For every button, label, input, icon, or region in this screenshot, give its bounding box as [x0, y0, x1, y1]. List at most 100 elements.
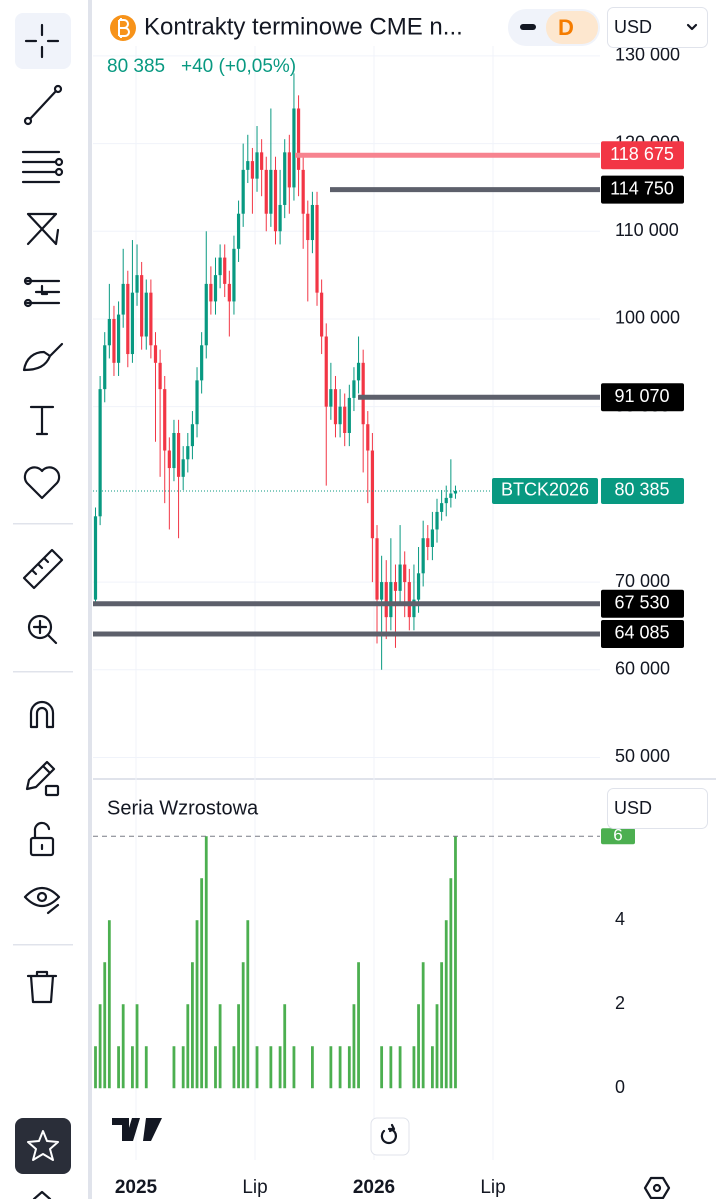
toolbar-separator — [88, 0, 92, 1199]
candle-body — [126, 283, 130, 355]
indicator-title: Seria Wzrostowa — [107, 797, 259, 819]
y-tick-label: 70 000 — [615, 571, 670, 591]
ruler-icon[interactable] — [22, 548, 64, 590]
candle-body — [209, 283, 213, 302]
toolbar-bg — [0, 0, 88, 1199]
candle-body — [324, 336, 328, 407]
magnet-icon[interactable] — [29, 700, 55, 729]
unlock-icon[interactable] — [29, 836, 55, 857]
indicator-currency-box[interactable] — [607, 788, 708, 829]
candle-body — [333, 389, 338, 425]
tv-logo — [112, 1118, 162, 1141]
candle-body — [407, 582, 411, 618]
zoom-icon-plus — [32, 619, 58, 645]
eye-icon[interactable] — [23, 886, 61, 908]
bar — [283, 1004, 287, 1089]
last-value-label: 6 — [613, 826, 622, 845]
pattern-icon[interactable] — [26, 212, 60, 246]
header: Kontrakty terminowe CME n... D USD 80 38… — [93, 0, 716, 77]
candle-body — [103, 345, 107, 390]
candle-body — [232, 248, 236, 302]
candle-body — [200, 345, 204, 381]
candle-body — [163, 389, 167, 451]
bar — [121, 1004, 125, 1089]
price-line-box — [601, 175, 684, 204]
star-icon — [27, 1130, 59, 1161]
bar — [131, 1046, 134, 1089]
marks-layer — [93, 73, 600, 1089]
bar — [444, 920, 448, 1089]
candle-body — [315, 204, 319, 293]
y-tick-label: 50 000 — [615, 746, 670, 766]
favorite-icon[interactable] — [23, 466, 61, 500]
forecast-icon[interactable] — [25, 279, 61, 305]
candle-body — [393, 582, 398, 591]
candle-body — [389, 582, 393, 618]
candle-body — [190, 424, 195, 447]
price-label-box — [601, 477, 684, 504]
indicator-currency[interactable]: USD — [614, 798, 652, 818]
candle-body — [250, 161, 255, 179]
candle-body — [149, 292, 153, 346]
brush-icon[interactable] — [22, 342, 64, 372]
candle-body — [403, 564, 407, 583]
reset-button[interactable] — [370, 1117, 410, 1156]
bar — [412, 1046, 416, 1089]
interval-label[interactable]: D — [558, 15, 574, 40]
bar — [338, 1046, 342, 1089]
candle-body — [338, 406, 342, 425]
favorites-button[interactable] — [15, 1118, 71, 1174]
fib-icon[interactable] — [21, 150, 61, 184]
settings-icon[interactable] — [643, 1176, 671, 1199]
lock-drawing-icon[interactable] — [25, 760, 56, 791]
candle-body — [356, 362, 361, 381]
y-tick-label: 100 000 — [615, 308, 680, 328]
candle-body — [167, 450, 171, 469]
candle-body — [283, 152, 287, 205]
candle-body — [453, 490, 458, 494]
trash-icon[interactable] — [26, 970, 58, 1004]
crosshair-icon[interactable] — [24, 23, 60, 59]
bar — [435, 1004, 439, 1089]
bar — [144, 1046, 148, 1089]
candle-body — [144, 292, 148, 337]
symbol-label: BTCK2026 — [501, 480, 589, 500]
fib-dot — [54, 157, 64, 167]
price-line-box — [601, 589, 684, 618]
toolbar-divider — [13, 944, 73, 946]
candle-body — [195, 380, 199, 425]
price-label: 80 385 — [614, 480, 669, 500]
candle-body — [241, 169, 245, 214]
lower-panel-header: Seria Wzrostowa USD — [107, 788, 708, 829]
trendline-dot — [53, 84, 63, 94]
candle-body — [306, 213, 310, 241]
candle-body — [273, 169, 278, 232]
candle-body — [296, 108, 301, 170]
toolbar-divider — [13, 671, 73, 673]
bar — [172, 1046, 176, 1089]
bar — [204, 836, 208, 1089]
text-icon[interactable] — [29, 405, 55, 436]
symbol-logo-mark — [118, 18, 130, 38]
bar — [241, 962, 245, 1089]
zoom-icon[interactable] — [27, 614, 53, 640]
bar — [191, 962, 194, 1089]
candle-body — [204, 283, 208, 346]
candle-body — [269, 169, 273, 214]
candle-body — [444, 497, 448, 504]
trendline-icon[interactable] — [28, 89, 58, 121]
more-icon[interactable] — [32, 1190, 52, 1199]
symbol-title[interactable]: Kontrakty terminowe CME n... — [144, 13, 463, 40]
toolbar — [0, 0, 92, 1199]
eye-pencil — [46, 903, 60, 915]
bar — [117, 1046, 120, 1089]
crosshair-button[interactable] — [15, 13, 71, 69]
currency-dropdown[interactable] — [607, 7, 708, 48]
currency-label[interactable]: USD — [614, 17, 652, 37]
grid-layer — [93, 0, 716, 1160]
candle-body — [246, 161, 250, 170]
candle-body — [320, 292, 324, 337]
bar — [195, 920, 199, 1089]
